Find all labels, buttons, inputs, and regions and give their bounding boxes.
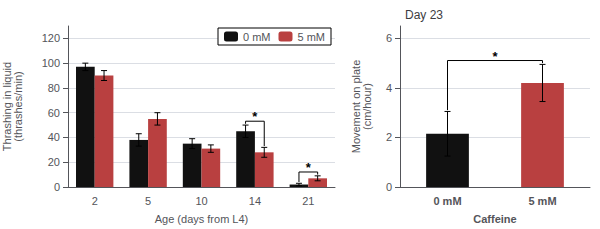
- svg-text:Caffeine: Caffeine: [473, 213, 516, 225]
- svg-text:21: 21: [302, 195, 314, 207]
- svg-text:(thrashes/min): (thrashes/min): [12, 71, 24, 141]
- svg-text:*: *: [492, 49, 498, 64]
- svg-text:14: 14: [249, 195, 261, 207]
- svg-text:6: 6: [386, 32, 392, 44]
- svg-text:80: 80: [48, 82, 60, 94]
- svg-text:5 mM: 5 mM: [298, 31, 326, 43]
- svg-text:Day 23: Day 23: [405, 8, 443, 22]
- svg-text:*: *: [306, 160, 312, 175]
- svg-text:0: 0: [54, 181, 60, 193]
- svg-text:20: 20: [48, 156, 60, 168]
- svg-text:2: 2: [92, 195, 98, 207]
- svg-text:*: *: [252, 109, 258, 124]
- svg-text:0 mM: 0 mM: [243, 31, 271, 43]
- svg-text:0 mM: 0 mM: [433, 195, 461, 207]
- svg-text:5: 5: [145, 195, 151, 207]
- svg-text:40: 40: [48, 131, 60, 143]
- svg-text:120: 120: [42, 32, 60, 44]
- svg-text:Movement on plate: Movement on plate: [349, 59, 362, 154]
- svg-text:Thrashing in liquid: Thrashing in liquid: [0, 61, 13, 152]
- svg-text:100: 100: [42, 57, 60, 69]
- svg-text:0: 0: [386, 181, 392, 193]
- svg-text:2: 2: [386, 131, 392, 143]
- svg-text:5 mM: 5 mM: [528, 195, 556, 207]
- svg-text:60: 60: [48, 107, 60, 119]
- svg-text:10: 10: [195, 195, 207, 207]
- svg-text:4: 4: [386, 82, 392, 94]
- svg-text:(cm/hour): (cm/hour): [361, 83, 373, 130]
- svg-text:Age (days from L4): Age (days from L4): [155, 213, 249, 225]
